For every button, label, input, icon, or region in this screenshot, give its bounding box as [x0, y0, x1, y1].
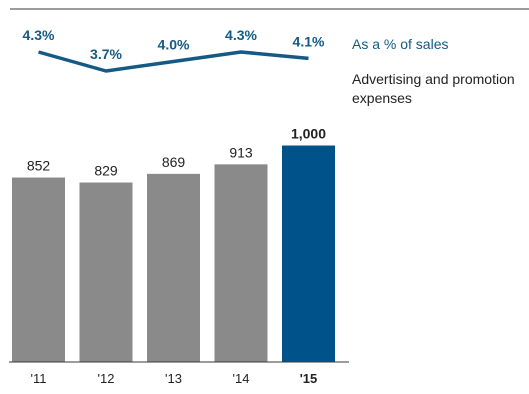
bar-value-label-2: 869: [162, 154, 186, 170]
bar-0: [12, 177, 65, 362]
bar-2: [147, 173, 200, 362]
bar-1: [79, 182, 133, 362]
percent-label-1: 3.7%: [90, 46, 122, 62]
bar-value-label-3: 913: [229, 144, 253, 160]
bar-3: [214, 164, 268, 362]
percent-label-0: 4.3%: [23, 27, 55, 43]
percent-label-3: 4.3%: [225, 27, 257, 43]
bar-value-label-1: 829: [94, 163, 118, 179]
x-tick-label-4: '15: [300, 371, 318, 386]
legend-line-label: As a % of sales: [352, 36, 449, 52]
x-tick-label-1: '12: [98, 371, 115, 386]
x-tick-label-3: '14: [233, 371, 250, 386]
percent-label-4: 4.1%: [293, 33, 325, 49]
x-tick-label-2: '13: [165, 371, 182, 386]
bar-4: [282, 145, 335, 362]
percent-label-2: 4.0%: [158, 37, 190, 53]
x-tick-label-0: '11: [31, 371, 47, 386]
bar-value-label-0: 852: [27, 158, 51, 174]
legend-bar-label: Advertising and promotion expenses: [352, 71, 515, 106]
percent-of-sales-line: [38, 50, 309, 73]
bar-value-label-4: 1,000: [291, 126, 326, 142]
